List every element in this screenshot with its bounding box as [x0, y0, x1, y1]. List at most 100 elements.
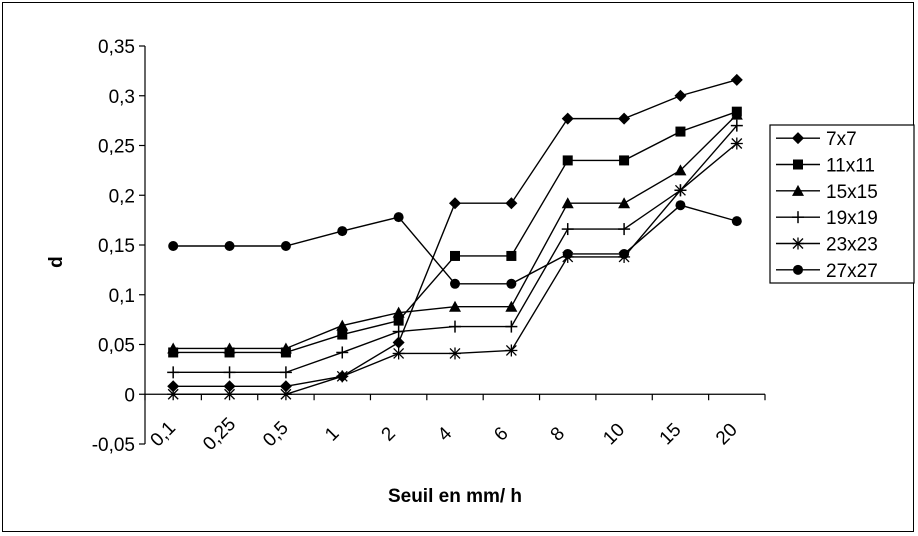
data-point-23x23 — [674, 184, 687, 197]
data-point-15x15 — [223, 342, 236, 354]
x-tick-label: 0,1 — [147, 418, 181, 452]
data-point-27x27 — [619, 248, 630, 259]
legend-marker — [792, 237, 804, 250]
legend-label: 15x15 — [826, 182, 878, 203]
data-point-23x23 — [167, 388, 180, 401]
x-tick-label: 8 — [547, 423, 569, 445]
data-point-19x19 — [505, 320, 518, 333]
legend-label: 7x7 — [826, 129, 857, 150]
data-point-15x15 — [618, 197, 631, 209]
legend-label: 27x27 — [826, 261, 878, 282]
x-tick-label: 2 — [378, 423, 400, 445]
y-tick-label: 0,3 — [109, 87, 135, 108]
data-point-7x7 — [279, 380, 292, 393]
data-point-7x7 — [392, 336, 405, 349]
data-point-19x19 — [392, 325, 405, 338]
data-point-19x19 — [167, 366, 180, 379]
series-line-15x15 — [173, 114, 738, 350]
data-point-23x23 — [336, 370, 349, 383]
data-point-15x15 — [167, 342, 180, 354]
data-point-15x15 — [336, 319, 349, 331]
legend — [769, 124, 915, 284]
data-point-19x19 — [561, 223, 574, 236]
data-point-15x15 — [505, 300, 518, 312]
x-tick-label: 15 — [656, 419, 686, 449]
data-point-19x19 — [279, 366, 292, 379]
data-point-23x23 — [279, 388, 292, 401]
legend-label: 11x11 — [826, 156, 875, 177]
legend-label: 23x23 — [826, 235, 878, 256]
y-tick-label: 0,35 — [98, 37, 135, 58]
data-point-27x27 — [450, 278, 460, 289]
y-tick-label: 0,25 — [98, 137, 135, 158]
data-point-19x19 — [730, 119, 743, 132]
x-tick-label: 6 — [490, 423, 512, 445]
x-axis-title: Seuil en mm/ h — [388, 486, 522, 507]
x-tick-label: 10 — [599, 419, 629, 449]
data-point-15x15 — [561, 197, 574, 209]
data-point-27x27 — [280, 240, 291, 251]
data-point-11x11 — [506, 250, 517, 261]
data-point-7x7 — [223, 380, 236, 393]
data-point-11x11 — [562, 155, 573, 166]
legend-marker — [792, 132, 804, 145]
x-tick-label: 0,5 — [259, 418, 293, 452]
data-point-23x23 — [223, 388, 236, 401]
data-point-7x7 — [561, 112, 574, 125]
legend-marker — [792, 211, 804, 224]
data-point-15x15 — [730, 108, 743, 120]
data-point-27x27 — [393, 212, 404, 223]
x-tick-label: 0,25 — [199, 414, 240, 455]
data-point-27x27 — [337, 226, 348, 237]
series-line-19x19 — [173, 125, 738, 374]
data-point-11x11 — [393, 315, 404, 326]
data-point-27x27 — [562, 248, 573, 259]
data-point-11x11 — [337, 329, 348, 340]
data-point-7x7 — [674, 89, 687, 102]
y-tick-label: 0,05 — [98, 336, 135, 357]
data-point-7x7 — [449, 197, 461, 210]
data-point-23x23 — [449, 347, 461, 360]
legend-marker — [793, 159, 803, 170]
series-line-7x7 — [173, 79, 738, 387]
data-point-15x15 — [279, 342, 292, 354]
data-point-27x27 — [731, 216, 742, 227]
data-point-27x27 — [675, 200, 686, 211]
data-point-27x27 — [224, 240, 235, 251]
data-point-15x15 — [674, 164, 687, 176]
x-tick-label: 20 — [712, 419, 742, 449]
data-point-11x11 — [450, 250, 460, 261]
legend-marker — [792, 184, 804, 196]
data-point-19x19 — [449, 320, 461, 333]
data-point-23x23 — [392, 347, 405, 360]
legend-marker — [793, 264, 803, 275]
y-tick-label: -0,05 — [92, 435, 135, 456]
data-point-11x11 — [675, 126, 686, 137]
data-point-19x19 — [223, 366, 236, 379]
data-point-23x23 — [505, 344, 518, 357]
x-tick-label: 1 — [321, 423, 343, 445]
data-point-7x7 — [505, 197, 518, 210]
data-point-27x27 — [168, 240, 179, 251]
data-point-11x11 — [619, 155, 630, 166]
legend-label: 19x19 — [826, 208, 878, 229]
data-point-27x27 — [506, 278, 517, 289]
data-point-15x15 — [449, 300, 461, 312]
x-tick-label: 4 — [434, 423, 457, 446]
y-tick-label: 0 — [124, 385, 135, 406]
data-point-7x7 — [618, 112, 631, 125]
series-line-11x11 — [173, 111, 738, 354]
y-tick-label: 0,15 — [98, 236, 135, 257]
y-axis-title: d — [46, 256, 67, 268]
y-tick-label: 0,2 — [109, 186, 135, 207]
series-line-27x27 — [173, 204, 738, 285]
data-point-15x15 — [392, 306, 405, 318]
y-tick-label: 0,1 — [109, 286, 135, 307]
data-point-19x19 — [618, 223, 631, 236]
data-point-23x23 — [730, 137, 743, 150]
data-point-7x7 — [167, 380, 180, 393]
data-point-7x7 — [730, 73, 743, 86]
data-point-19x19 — [336, 346, 349, 359]
